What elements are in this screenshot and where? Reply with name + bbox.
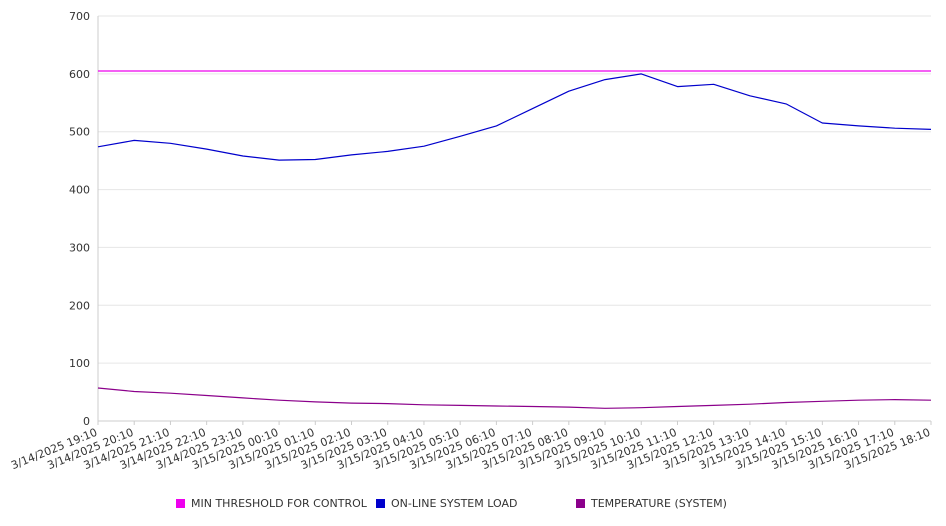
legend-swatch: [176, 499, 185, 508]
y-tick-label: 500: [69, 126, 90, 139]
legend-swatch: [576, 499, 585, 508]
legend: MIN THRESHOLD FOR CONTROL ON-LINE SYSTEM…: [0, 497, 946, 515]
y-tick-label: 600: [69, 68, 90, 81]
y-tick-label: 0: [83, 415, 90, 428]
x-axis-ticks: 3/14/2025 19:103/14/2025 20:103/14/2025 …: [9, 421, 932, 472]
series-line-on-line-system-load: [97, 73, 932, 161]
legend-label: ON-LINE SYSTEM LOAD: [391, 497, 518, 510]
legend-label: TEMPERATURE (SYSTEM): [591, 497, 727, 510]
legend-item-temperature[interactable]: TEMPERATURE (SYSTEM): [576, 497, 727, 510]
series-lines: [97, 70, 932, 409]
y-tick-label: 100: [69, 357, 90, 370]
legend-label: MIN THRESHOLD FOR CONTROL: [191, 497, 367, 510]
series-line-temperature-system: [97, 387, 932, 409]
y-tick-label: 300: [69, 241, 90, 254]
y-tick-label: 400: [69, 184, 90, 197]
legend-item-system-load[interactable]: ON-LINE SYSTEM LOAD: [376, 497, 517, 510]
gridlines: [98, 15, 931, 364]
legend-item-min-threshold[interactable]: MIN THRESHOLD FOR CONTROL: [176, 497, 367, 510]
legend-swatch: [376, 499, 385, 508]
y-tick-label: 200: [69, 299, 90, 312]
axes: [97, 16, 931, 422]
y-tick-label: 700: [69, 10, 90, 23]
y-axis-ticks: 0 100 200 300 400 500 600 700: [69, 10, 90, 428]
